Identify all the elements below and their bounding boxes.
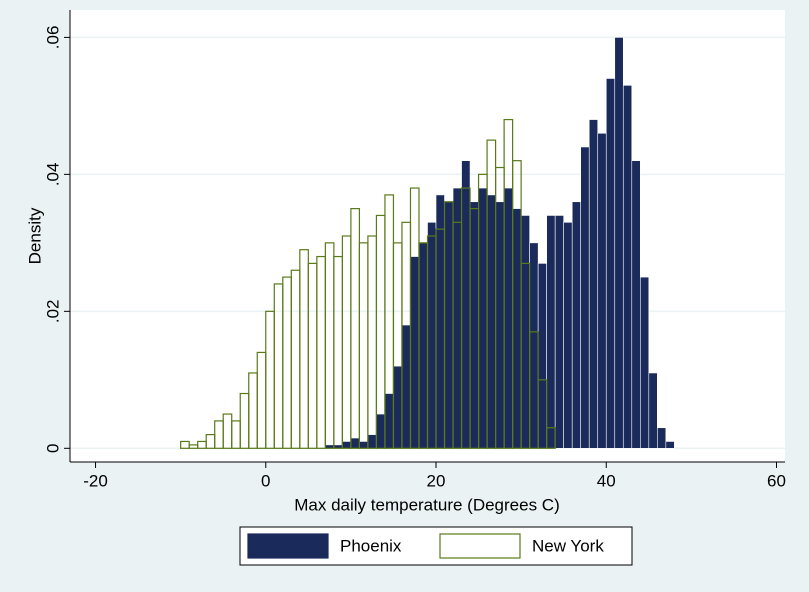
- bar: [537, 379, 548, 449]
- legend-label: New York: [532, 536, 604, 555]
- bar: [554, 215, 564, 449]
- bar: [546, 427, 556, 449]
- bar: [384, 393, 394, 449]
- bar: [563, 222, 573, 449]
- bar: [657, 427, 667, 449]
- bar: [665, 441, 675, 449]
- legend-label: Phoenix: [340, 536, 402, 555]
- bar: [571, 201, 582, 449]
- bar: [359, 441, 369, 449]
- bar: [529, 242, 539, 449]
- bar: [614, 37, 624, 449]
- bar: [512, 208, 522, 449]
- bar: [520, 215, 530, 449]
- y-tick-label: .06: [43, 26, 62, 50]
- bar: [393, 365, 403, 449]
- bar: [605, 78, 616, 449]
- y-tick-label: 0: [43, 444, 62, 453]
- x-axis-title: Max daily temperature (Degrees C): [294, 495, 559, 514]
- bar: [597, 132, 607, 449]
- legend-swatch: [439, 533, 521, 559]
- bar: [580, 146, 590, 449]
- bar: [461, 160, 471, 449]
- y-tick-label: .02: [43, 300, 62, 324]
- y-tick-label: .04: [43, 163, 62, 187]
- bar: [401, 324, 411, 449]
- bar: [350, 437, 360, 449]
- bar: [452, 187, 462, 449]
- bar: [588, 119, 599, 449]
- bar: [631, 160, 641, 449]
- bar: [648, 372, 658, 449]
- bar: [546, 215, 556, 449]
- bar: [376, 413, 386, 449]
- bar: [342, 441, 352, 449]
- bar: [469, 201, 479, 449]
- x-tick-label: 40: [597, 471, 616, 490]
- legend-swatch: [247, 533, 329, 559]
- bar: [486, 194, 496, 449]
- bar: [622, 85, 633, 449]
- bar: [367, 434, 377, 449]
- bar: [427, 222, 437, 449]
- bar: [503, 187, 513, 449]
- bar: [410, 256, 420, 449]
- bar: [495, 201, 505, 449]
- x-tick-label: 0: [261, 471, 270, 490]
- x-tick-label: -20: [83, 471, 108, 490]
- bar: [418, 242, 428, 449]
- y-axis-title: Density: [25, 207, 44, 264]
- x-tick-label: 20: [427, 471, 446, 490]
- bar: [444, 201, 454, 449]
- bar: [537, 263, 547, 449]
- bar: [639, 276, 650, 449]
- bar: [478, 187, 488, 449]
- bar: [435, 194, 445, 449]
- x-tick-label: 60: [767, 471, 786, 490]
